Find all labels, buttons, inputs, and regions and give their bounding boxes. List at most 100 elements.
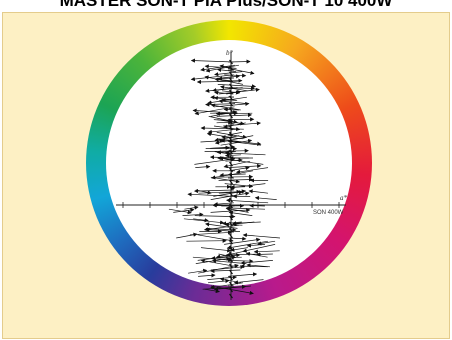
- spine-mark: [229, 221, 233, 227]
- shift-vector: [214, 174, 254, 179]
- axis-y-label: b*: [226, 49, 234, 57]
- shift-vector: [204, 75, 244, 85]
- spine-mark: [229, 281, 233, 287]
- spine-mark: [229, 125, 233, 131]
- shift-vector: [202, 284, 247, 290]
- spine-mark: [229, 215, 233, 221]
- spine-mark: [229, 239, 233, 245]
- shift-vector: [206, 132, 240, 140]
- shift-vector: [195, 164, 211, 169]
- shift-vector: [210, 176, 241, 184]
- shift-vector: [210, 268, 241, 274]
- spine-mark: [229, 293, 233, 299]
- shift-vector: [207, 278, 230, 284]
- shift-vector: [187, 192, 234, 197]
- shift-vector: [246, 263, 271, 268]
- shift-vector: [221, 74, 241, 79]
- shift-vector: [198, 263, 239, 274]
- shift-vector: [242, 244, 276, 253]
- shift-vector: [190, 58, 234, 63]
- shift-vector: [184, 205, 199, 210]
- spine-mark: [229, 179, 233, 185]
- shift-vector: [240, 264, 269, 269]
- shift-vector: [246, 243, 266, 248]
- shift-vector: [220, 85, 248, 92]
- spine-mark: [229, 161, 233, 167]
- axis-x-label: a*: [340, 194, 348, 202]
- shift-vector: [182, 212, 204, 217]
- shift-vector: [192, 108, 236, 114]
- shift-vector: [223, 107, 240, 112]
- shift-vector: [232, 221, 255, 227]
- shift-vector: [245, 251, 268, 258]
- shift-vector: [228, 236, 247, 241]
- spine-mark: [229, 245, 233, 251]
- shift-vector: [214, 135, 240, 142]
- shift-vector: [218, 99, 248, 104]
- color-shift-vectors: [168, 58, 281, 299]
- spine-mark: [229, 227, 233, 233]
- shift-vector: [210, 110, 238, 117]
- spine-mark: [229, 203, 233, 209]
- shift-vector: [220, 138, 253, 146]
- shift-vector: [253, 249, 280, 254]
- shift-vector: [257, 240, 276, 246]
- shift-vector: [224, 73, 247, 78]
- shift-vector: [242, 233, 281, 239]
- spine-mark: [229, 257, 233, 263]
- spine-mark: [229, 113, 233, 119]
- shift-vector: [224, 183, 254, 189]
- spine-mark: [229, 101, 233, 107]
- shift-vector: [204, 148, 249, 153]
- spine-mark: [229, 251, 233, 257]
- spine-mark: [229, 155, 233, 161]
- spine-mark: [229, 89, 233, 95]
- shift-vector: [193, 218, 209, 223]
- shift-vector: [219, 156, 264, 165]
- shift-vector: [218, 138, 262, 146]
- shift-vector: [221, 97, 236, 102]
- shift-vector: [224, 153, 242, 158]
- shift-vector: [223, 121, 261, 127]
- spine-mark: [229, 191, 233, 197]
- shift-vector: [204, 288, 220, 294]
- shift-vector: [230, 247, 248, 252]
- shift-vector: [228, 86, 255, 91]
- shift-vector: [227, 272, 258, 277]
- shift-vector: [217, 84, 257, 89]
- shift-vector: [226, 205, 266, 211]
- shift-vector: [200, 64, 235, 72]
- shift-vector: [228, 210, 253, 216]
- spine-mark: [229, 287, 233, 293]
- spine-mark: [229, 149, 233, 155]
- spine-mark: [229, 59, 233, 65]
- shift-vector: [216, 112, 253, 118]
- shift-vector: [190, 74, 234, 82]
- shift-vector: [200, 125, 244, 131]
- spine-mark: [229, 107, 233, 113]
- shift-vector: [256, 252, 273, 257]
- shift-vector: [226, 163, 262, 169]
- spine-mark: [229, 173, 233, 179]
- shift-vector: [217, 67, 237, 72]
- shift-vector: [194, 214, 236, 219]
- shift-vector: [200, 138, 224, 143]
- series-label: SON 400W: [313, 210, 344, 216]
- shift-vector: [224, 237, 261, 245]
- shift-vector: [216, 120, 233, 125]
- shift-vector: [248, 189, 269, 194]
- shift-vector: [214, 71, 243, 77]
- shift-vector: [197, 234, 234, 243]
- shift-vector: [213, 202, 234, 207]
- spine-mark: [229, 143, 233, 149]
- spine-mark: [229, 137, 233, 143]
- shift-vector: [219, 277, 242, 284]
- spine-mark: [229, 197, 233, 203]
- shift-vector: [198, 189, 241, 194]
- spine-mark: [229, 167, 233, 173]
- spine-mark: [229, 119, 233, 125]
- shift-vector: [176, 232, 198, 239]
- shift-vector: [210, 285, 254, 295]
- shift-vector: [200, 247, 232, 253]
